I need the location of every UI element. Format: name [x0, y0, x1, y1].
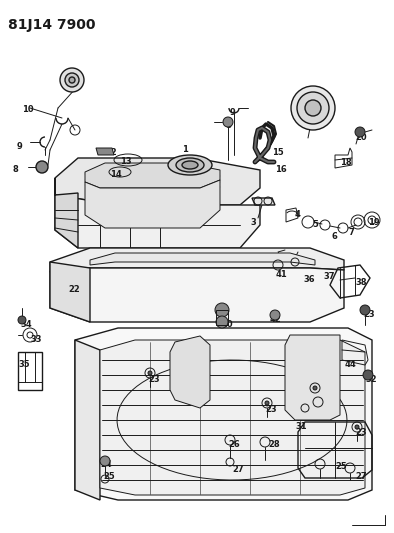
Polygon shape — [96, 148, 114, 155]
Circle shape — [216, 316, 228, 328]
Polygon shape — [50, 262, 90, 322]
Text: 23: 23 — [363, 310, 375, 319]
Polygon shape — [75, 340, 100, 500]
Circle shape — [355, 127, 365, 137]
Polygon shape — [252, 198, 275, 205]
Text: 5: 5 — [312, 220, 318, 229]
Text: 20: 20 — [355, 133, 367, 142]
Polygon shape — [50, 268, 344, 322]
Text: 33: 33 — [30, 335, 41, 344]
Text: 32: 32 — [365, 375, 377, 384]
Text: 22: 22 — [68, 285, 80, 294]
Text: 8: 8 — [226, 121, 232, 130]
Text: 45: 45 — [325, 400, 337, 409]
Text: 25: 25 — [103, 472, 115, 481]
Polygon shape — [85, 163, 220, 188]
Text: 35: 35 — [18, 360, 30, 369]
Text: 9: 9 — [17, 142, 23, 151]
Text: 1: 1 — [182, 145, 188, 154]
Circle shape — [148, 371, 152, 375]
Circle shape — [270, 310, 280, 320]
Text: 13: 13 — [120, 157, 132, 166]
Text: 27: 27 — [355, 472, 367, 481]
Text: 8: 8 — [13, 165, 19, 174]
Polygon shape — [55, 158, 260, 205]
Text: 27: 27 — [232, 465, 243, 474]
Text: 15: 15 — [272, 148, 284, 157]
Text: 81J14 7900: 81J14 7900 — [8, 18, 95, 32]
Text: 38: 38 — [355, 278, 366, 287]
Text: 41: 41 — [276, 270, 288, 279]
Text: 25: 25 — [335, 462, 347, 471]
Circle shape — [69, 77, 75, 83]
Circle shape — [360, 305, 370, 315]
Circle shape — [313, 386, 317, 390]
Text: 7: 7 — [349, 228, 355, 237]
Text: 30: 30 — [305, 405, 316, 414]
Text: 4: 4 — [295, 210, 301, 219]
Circle shape — [36, 161, 48, 173]
Text: 12: 12 — [105, 148, 117, 157]
Text: 10: 10 — [22, 105, 33, 114]
Polygon shape — [90, 253, 315, 265]
Text: 11: 11 — [66, 82, 78, 91]
Text: 40: 40 — [222, 320, 234, 329]
Text: 37: 37 — [323, 272, 335, 281]
Polygon shape — [170, 336, 210, 408]
Circle shape — [265, 401, 269, 405]
Text: 36: 36 — [303, 275, 315, 284]
Text: 42: 42 — [270, 315, 282, 324]
Text: 31: 31 — [295, 422, 307, 431]
Polygon shape — [285, 335, 340, 420]
Circle shape — [297, 92, 329, 124]
Text: 23: 23 — [355, 428, 367, 437]
Text: 39: 39 — [218, 308, 229, 317]
Circle shape — [100, 456, 110, 466]
Ellipse shape — [176, 158, 204, 172]
Circle shape — [355, 425, 359, 429]
Circle shape — [305, 100, 321, 116]
Text: 43: 43 — [295, 350, 307, 359]
Circle shape — [363, 370, 373, 380]
Polygon shape — [75, 328, 372, 500]
Text: 3: 3 — [250, 218, 256, 227]
Circle shape — [65, 73, 79, 87]
Text: 18: 18 — [340, 158, 351, 167]
Text: 17: 17 — [308, 110, 320, 119]
Circle shape — [60, 68, 84, 92]
Text: 9: 9 — [230, 108, 236, 117]
Text: 23: 23 — [265, 405, 277, 414]
Text: 24: 24 — [100, 460, 112, 469]
Polygon shape — [85, 180, 220, 228]
Text: 6: 6 — [332, 232, 338, 241]
Text: 29: 29 — [312, 388, 323, 397]
Circle shape — [215, 303, 229, 317]
Text: 21: 21 — [175, 348, 187, 357]
Circle shape — [18, 316, 26, 324]
Text: 34: 34 — [20, 320, 32, 329]
Text: 16: 16 — [275, 165, 287, 174]
Text: 19: 19 — [368, 218, 380, 227]
Text: 23: 23 — [148, 375, 160, 384]
Text: 2: 2 — [262, 198, 268, 207]
Polygon shape — [100, 340, 365, 495]
Text: 28: 28 — [268, 440, 280, 449]
Polygon shape — [55, 178, 78, 248]
Text: 26: 26 — [228, 440, 240, 449]
Text: 14: 14 — [110, 170, 122, 179]
Ellipse shape — [168, 155, 212, 175]
Text: 44: 44 — [345, 360, 357, 369]
Circle shape — [223, 117, 233, 127]
Circle shape — [291, 86, 335, 130]
Ellipse shape — [182, 161, 198, 169]
Polygon shape — [50, 248, 344, 272]
Polygon shape — [55, 195, 260, 248]
